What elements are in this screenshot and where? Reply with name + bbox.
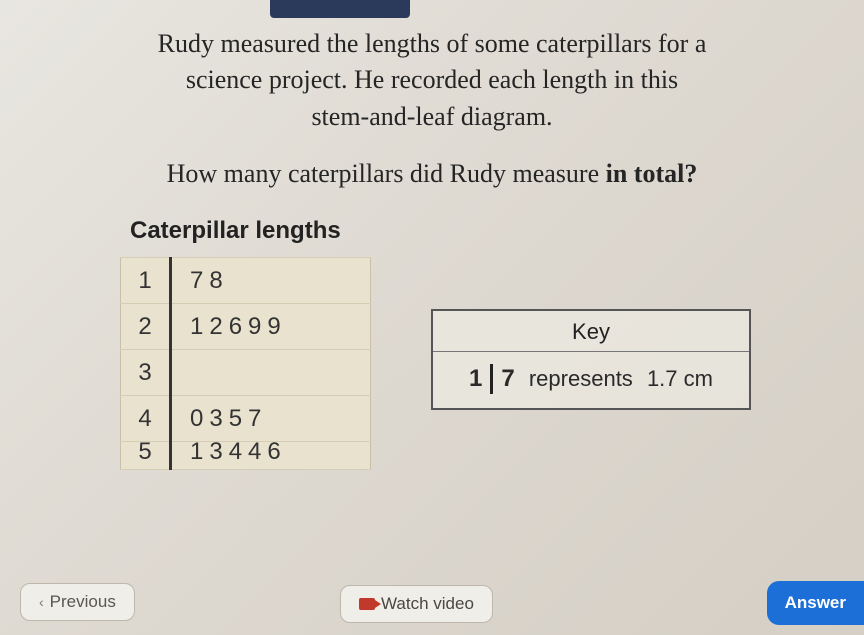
previous-label: Previous — [50, 592, 116, 612]
leaf-cell: 0357 — [171, 396, 371, 442]
question-line-4: How many caterpillars did Rudy measure i… — [40, 159, 824, 189]
previous-button[interactable]: ‹ Previous — [20, 583, 135, 621]
table-row: 4 0357 — [121, 396, 371, 442]
key-represents: represents — [529, 366, 633, 392]
answer-label: Answer — [785, 593, 846, 613]
answer-button[interactable]: Answer — [767, 581, 864, 625]
key-separator — [490, 364, 493, 394]
key-box: Key 1 7 represents 1.7 cm — [431, 309, 751, 410]
table-row: 1 78 — [121, 258, 371, 304]
leaf-cell — [171, 350, 371, 396]
stem-cell: 3 — [121, 350, 171, 396]
leaf-cell: 13446 — [171, 442, 371, 470]
stem-cell: 1 — [121, 258, 171, 304]
leaf-cell: 78 — [171, 258, 371, 304]
leaf-cell: 12699 — [171, 304, 371, 350]
question-line-4-bold: in total? — [606, 159, 698, 188]
key-leaf: 7 — [501, 365, 514, 393]
question-area: Rudy measured the lengths of some caterp… — [0, 0, 864, 199]
key-value: 1.7 cm — [647, 366, 713, 392]
chevron-left-icon: ‹ — [39, 594, 44, 610]
question-line-2: science project. He recorded each length… — [40, 62, 824, 98]
watch-video-label: Watch video — [381, 594, 474, 614]
stem-leaf-table: 1 78 2 12699 3 4 0357 5 13446 — [120, 257, 371, 470]
question-line-4-pre: How many caterpillars did Rudy measure — [167, 159, 606, 188]
bottom-bar: ‹ Previous Watch video Answer — [0, 579, 864, 635]
table-title: Caterpillar lengths — [120, 217, 371, 245]
table-row: 2 12699 — [121, 304, 371, 350]
key-body: 1 7 represents 1.7 cm — [433, 352, 749, 408]
key-title: Key — [433, 311, 749, 352]
question-line-3: stem-and-leaf diagram. — [40, 99, 824, 135]
table-row: 3 — [121, 350, 371, 396]
question-line-1: Rudy measured the lengths of some caterp… — [40, 26, 824, 62]
watch-video-button[interactable]: Watch video — [340, 585, 493, 623]
content-row: Caterpillar lengths 1 78 2 12699 3 4 035… — [0, 199, 864, 470]
stem-cell: 5 — [121, 442, 171, 470]
stem-leaf-block: Caterpillar lengths 1 78 2 12699 3 4 035… — [120, 217, 371, 470]
top-tab-fragment — [270, 0, 410, 18]
stem-cell: 4 — [121, 396, 171, 442]
table-row: 5 13446 — [121, 442, 371, 470]
key-stem: 1 — [469, 365, 482, 393]
stem-cell: 2 — [121, 304, 171, 350]
video-icon — [359, 598, 375, 610]
